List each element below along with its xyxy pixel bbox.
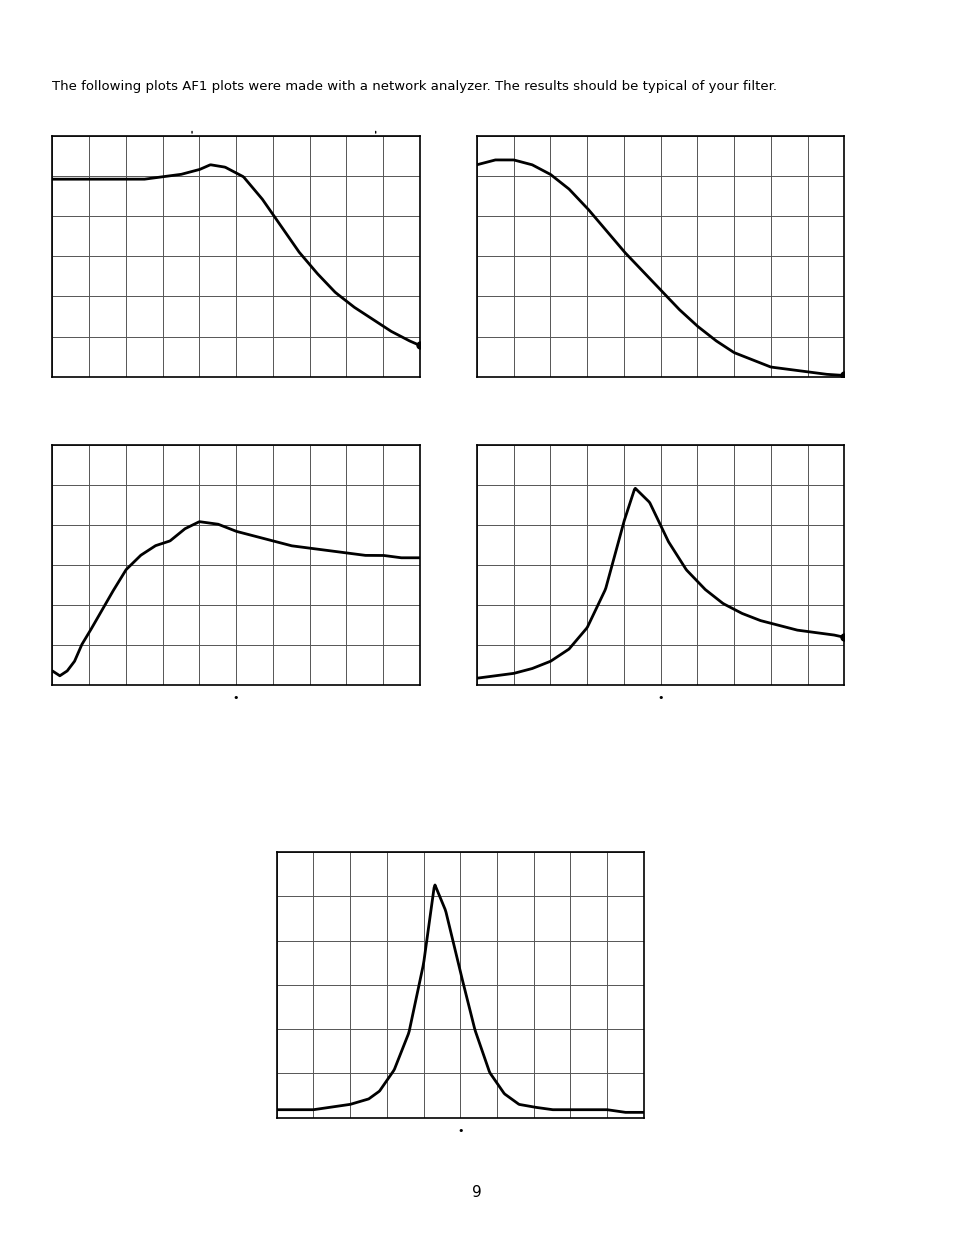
- Text: •: •: [456, 1125, 463, 1136]
- Text: •: •: [657, 693, 663, 703]
- Text: •: •: [233, 693, 239, 703]
- Text: The following plots AF1 plots were made with a network analyzer. The results sho: The following plots AF1 plots were made …: [52, 80, 777, 94]
- Text: 9: 9: [472, 1186, 481, 1200]
